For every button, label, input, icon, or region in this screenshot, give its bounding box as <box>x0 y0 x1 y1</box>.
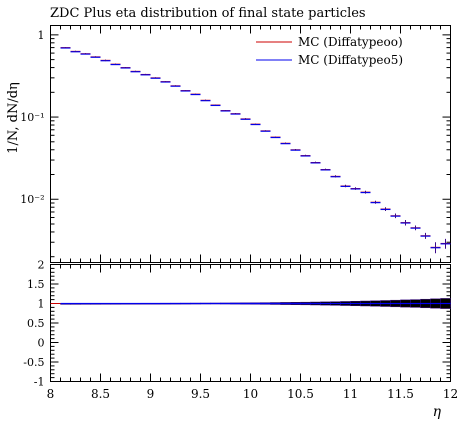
x-tick-label: 8 <box>47 387 55 401</box>
x-tick-labels: 8 8.5 9 9.5 10 10.5 11 11.5 12 <box>47 387 458 401</box>
x-tick-label: 11 <box>343 387 358 401</box>
ratio-y-ticks: 2 1.5 1 0.5 0 -0.5 -1 <box>23 259 451 389</box>
x-axis-label: η <box>433 404 442 420</box>
main-plot: 1 10⁻¹ 10⁻² <box>20 25 451 263</box>
ratio-y-tick-label: -0.5 <box>23 356 44 369</box>
x-tick-label: 11.5 <box>387 387 414 401</box>
ratio-x-ticks <box>50 264 451 382</box>
legend: MC (Diffatypeoo) MC (Diffatypeo5) <box>256 35 403 67</box>
main-y-ticks: 1 10⁻¹ 10⁻² <box>20 29 451 258</box>
main-y-tick-label: 10⁻¹ <box>20 111 44 124</box>
y-axis-label: 1/N, dN/dη <box>6 82 21 154</box>
ratio-y-tick-label: 0.5 <box>27 317 45 330</box>
chart-title: ZDC Plus eta distribution of final state… <box>50 6 366 21</box>
x-tick-label: 9 <box>147 387 155 401</box>
main-x-ticks <box>50 25 451 263</box>
ratio-plot-frame <box>50 264 451 382</box>
ratio-y-tick-label: -1 <box>34 376 45 389</box>
legend-label-mc00: MC (Diffatypeoo) <box>298 35 403 49</box>
ratio-y-tick-label: 2 <box>38 259 45 272</box>
main-data-marks <box>60 47 451 254</box>
main-y-tick-label: 10⁻² <box>20 193 44 206</box>
ratio-y-tick-label: 0 <box>38 337 45 350</box>
ratio-plot: 2 1.5 1 0.5 0 -0.5 -1 <box>23 259 451 389</box>
legend-label-mc05: MC (Diffatypeo5) <box>298 53 403 67</box>
x-tick-label: 12 <box>443 387 458 401</box>
main-y-tick-label: 1 <box>38 29 45 42</box>
ratio-y-tick-label: 1 <box>38 298 45 311</box>
x-tick-label: 10 <box>243 387 258 401</box>
x-tick-label: 10.5 <box>287 387 314 401</box>
x-tick-label: 8.5 <box>91 387 110 401</box>
x-tick-label: 9.5 <box>191 387 210 401</box>
ratio-y-tick-label: 1.5 <box>27 278 45 291</box>
